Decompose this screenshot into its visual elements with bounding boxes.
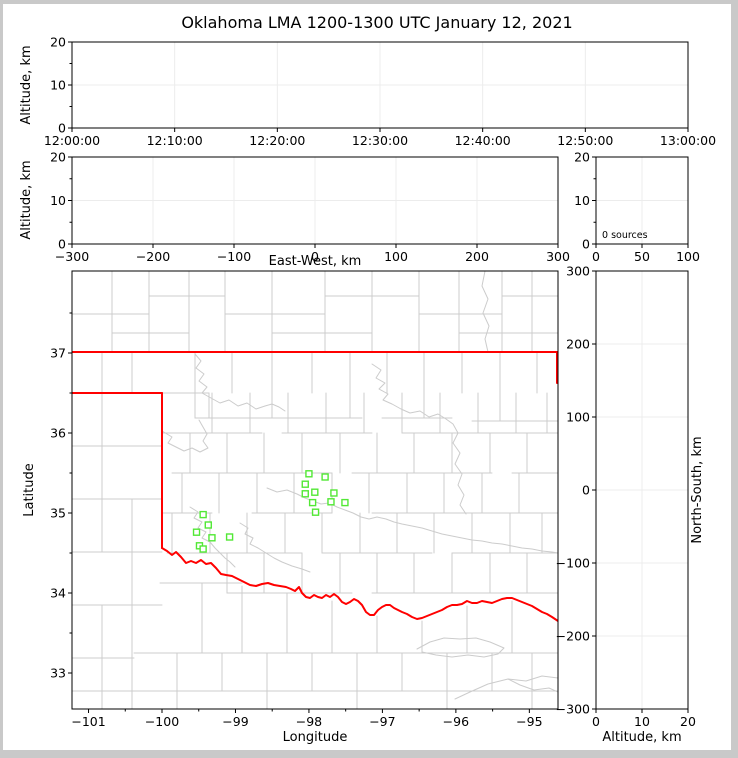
map-panel-xtick-label: −95	[516, 714, 542, 729]
ns-panel-ytick-label: 0	[582, 483, 590, 498]
time-panel-xtick-label: 12:30:00	[352, 133, 408, 148]
ew-panel-xtick-label: −100	[217, 249, 251, 264]
time-panel-xtick-label: 12:20:00	[249, 133, 305, 148]
ns-panel-ylabel: North-South, km	[690, 436, 705, 543]
time-panel-xtick-label: 12:10:00	[147, 133, 203, 148]
map-panel-ytick-label: 34	[50, 586, 66, 601]
hist-panel-ytick-label: 20	[574, 150, 590, 165]
ns-panel-ytick-label: 100	[566, 410, 590, 425]
ew-panel-ylabel: Altitude, km	[19, 160, 34, 239]
river-line	[507, 678, 558, 693]
plan-map-panel[interactable]	[71, 270, 559, 710]
lma-station-marker	[321, 473, 329, 481]
ns-panel-xtick-label: 10	[634, 714, 650, 729]
ew-panel-xtick-label: 0	[311, 249, 319, 264]
river-line	[266, 487, 558, 554]
ew-panel-xlabel: East-West, km	[269, 254, 362, 269]
ns-panel-xtick-label: 0	[592, 714, 600, 729]
map-panel-xtick-label: −96	[443, 714, 469, 729]
map-panel-xtick-label: −98	[296, 714, 322, 729]
lma-station-marker	[225, 533, 234, 541]
tick-labels: 12:00:00 12:10:00 12:20:00 12:30:00 12:40:00…	[44, 35, 716, 730]
source-count-annotation: 0 sources	[602, 230, 648, 241]
lma-station-marker	[301, 480, 309, 488]
map-panel-xtick-label: −97	[369, 714, 395, 729]
ns-panel-xlabel: Altitude, km	[602, 730, 681, 745]
red-river-border	[161, 547, 558, 622]
map-panel-xtick-label: −99	[222, 714, 248, 729]
lma-station-marker	[301, 490, 309, 498]
lma-station-marker	[208, 534, 216, 542]
map-content	[72, 271, 558, 709]
lma-station-marker	[204, 521, 212, 529]
river-line	[416, 637, 505, 658]
ew-panel-ytick-label: 20	[50, 150, 66, 165]
lma-station-marker	[308, 498, 317, 507]
hist-panel-ytick-label: 10	[574, 193, 590, 208]
river-line	[161, 419, 209, 453]
map-panel-xtick-label: −100	[145, 714, 179, 729]
grid-lines	[72, 42, 688, 709]
ew-panel-xtick-label: −200	[136, 249, 170, 264]
map-panel-ytick-label: 36	[50, 426, 66, 441]
lma-station-marker	[330, 489, 338, 497]
river-line	[194, 353, 286, 412]
map-panel-ytick-label: 37	[50, 346, 66, 361]
map-ylabel-latitude: Latitude	[22, 463, 37, 517]
time-panel-xtick-label: 12:40:00	[455, 133, 511, 148]
hist-panel-xtick-label: 0	[592, 249, 600, 264]
ns-panel-ytick-label: 300	[566, 264, 590, 279]
lma-station-marker	[311, 488, 319, 496]
map-panel-ytick-label: 35	[50, 506, 66, 521]
ew-panel-ytick-label: 10	[50, 193, 66, 208]
hist-panel-xtick-label: 50	[634, 249, 650, 264]
ew-panel-xtick-label: 300	[546, 249, 570, 264]
river-line	[454, 675, 558, 700]
map-panel-xtick-label: −101	[71, 714, 105, 729]
lma-station-marker	[311, 508, 320, 516]
time-panel-ytick-label: 0	[58, 121, 66, 136]
ew-panel-ytick-label: 0	[58, 237, 66, 252]
county-boundary	[481, 271, 490, 353]
ns-panel-xtick-label: 20	[680, 714, 696, 729]
time-panel-ylabel: Altitude, km	[19, 45, 34, 124]
ns-panel-ytick-label: −200	[556, 629, 590, 644]
ns-panel-ytick-label: −300	[556, 702, 590, 717]
hist-panel-xtick-label: 100	[676, 249, 700, 264]
axis-ticks	[68, 41, 689, 713]
ns-panel-ytick-label: 200	[566, 337, 590, 352]
ew-panel-xtick-label: −300	[55, 249, 89, 264]
lma-station-marker	[305, 470, 313, 478]
lma-station-marker	[199, 510, 207, 519]
time-panel-ytick-label: 20	[50, 35, 66, 50]
figure-title: Oklahoma LMA 1200-1300 UTC January 12, 2…	[181, 13, 572, 32]
map-xlabel-longitude: Longitude	[283, 730, 348, 745]
river-line	[239, 522, 311, 573]
ns-panel-ytick-label: −100	[556, 556, 590, 571]
time-panel-xtick-label: 12:50:00	[557, 133, 613, 148]
time-panel-xtick-label: 13:00:00	[660, 133, 716, 148]
ew-panel-xtick-label: 100	[384, 249, 408, 264]
time-panel-xtick-label: 12:00:00	[44, 133, 100, 148]
time-panel-ytick-label: 10	[50, 78, 66, 93]
lma-station-marker	[192, 528, 201, 536]
lma-station-marker	[341, 498, 349, 507]
hist-panel-ytick-label: 0	[582, 237, 590, 252]
river-line	[189, 506, 236, 568]
lma-station-marker	[327, 498, 335, 506]
lma-station-marker	[199, 545, 207, 553]
ew-panel-xtick-label: 200	[465, 249, 489, 264]
river-line	[371, 363, 467, 515]
map-panel-ytick-label: 33	[50, 666, 66, 681]
